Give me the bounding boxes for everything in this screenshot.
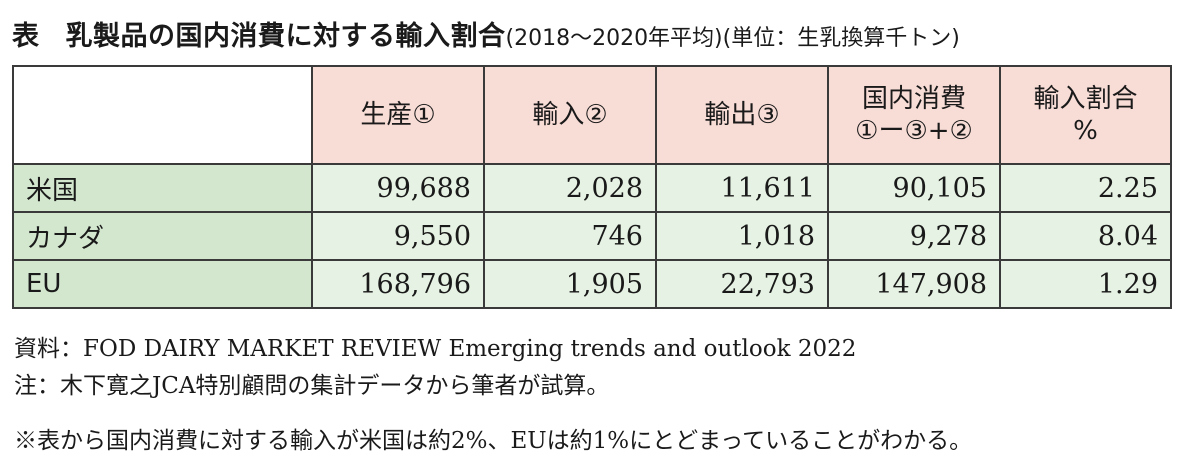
row-header-country: EU [12,259,313,309]
cell-ratio: 1.29 [999,259,1172,309]
cell-exports: 1,018 [655,211,829,261]
remark-note: ※表から国内消費に対する輸入が米国は約2%、EUは約1%にとどまっていることがわ… [14,428,973,454]
cell-ratio: 8.04 [999,211,1172,261]
table-row: EU 168,796 1,905 22,793 147,908 1.29 [12,259,1172,309]
table-label: 表 [12,21,40,52]
header-production: 生産① [311,65,485,165]
cell-consumption: 9,278 [827,211,1001,261]
header-ratio-line1: 輸入割合 [1033,84,1138,114]
table-title-main: 乳製品の国内消費に対する輸入割合 [65,21,506,52]
header-exports: 輸出③ [655,65,829,165]
table-title: 表乳製品の国内消費に対する輸入割合(2018〜2020年平均)(単位：生乳換算千… [12,14,960,53]
source-note: 資料：FOD DAIRY MARKET REVIEW Emerging tren… [14,336,857,362]
header-ratio-line2: % [1073,116,1098,146]
table-row: 米国 99,688 2,028 11,611 90,105 2.25 [12,163,1172,213]
cell-imports: 1,905 [483,259,657,309]
table-title-sub: (2018〜2020年平均)(単位：生乳換算千トン) [505,26,960,51]
row-header-country: カナダ [12,211,313,261]
cell-consumption: 90,105 [827,163,1001,213]
cell-consumption: 147,908 [827,259,1001,309]
header-row: 生産① 輸入② 輸出③ 国内消費 ①ー③+② 輸入割合 % [12,65,1172,165]
header-corner [12,65,313,165]
header-consumption-line2: ①ー③+② [855,116,973,146]
cell-imports: 746 [483,211,657,261]
cell-production: 9,550 [311,211,485,261]
table-row: カナダ 9,550 746 1,018 9,278 8.04 [12,211,1172,261]
data-table: 生産① 輸入② 輸出③ 国内消費 ①ー③+② 輸入割合 % 米国 99,688 … [12,65,1172,309]
row-header-country: 米国 [12,163,313,213]
cell-exports: 22,793 [655,259,829,309]
cell-imports: 2,028 [483,163,657,213]
cell-exports: 11,611 [655,163,829,213]
header-consumption-line1: 国内消費 [861,84,966,114]
cell-production: 99,688 [311,163,485,213]
cell-ratio: 2.25 [999,163,1172,213]
cell-production: 168,796 [311,259,485,309]
header-consumption: 国内消費 ①ー③+② [827,65,1001,165]
header-imports: 輸入② [483,65,657,165]
footnote: 注：木下寛之JCA特別顧問の集計データから筆者が試算。 [14,373,610,399]
header-ratio: 輸入割合 % [999,65,1172,165]
